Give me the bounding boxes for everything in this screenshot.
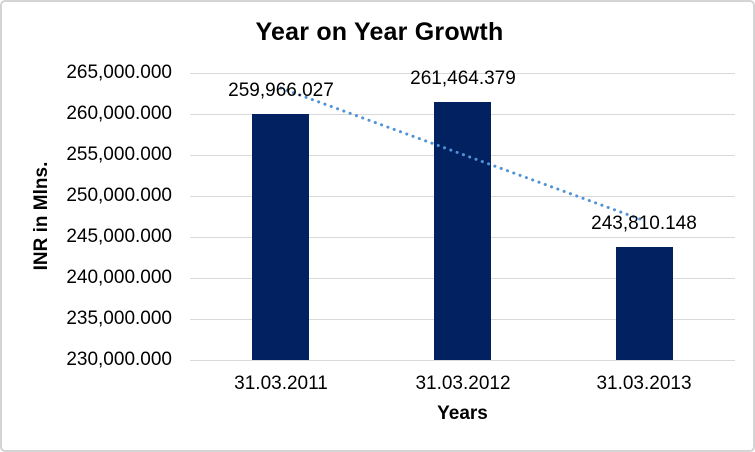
bar bbox=[616, 247, 673, 360]
y-tick-label: 240,000.000 bbox=[66, 267, 172, 288]
data-label: 259,966.027 bbox=[228, 80, 334, 101]
x-tick-label: 31.03.2013 bbox=[596, 373, 692, 394]
y-tick-label: 245,000.000 bbox=[66, 226, 172, 247]
x-tick-label: 31.03.2012 bbox=[415, 373, 511, 394]
y-tick-label: 260,000.000 bbox=[66, 103, 172, 124]
gridline bbox=[190, 360, 735, 361]
y-tick-label: 230,000.000 bbox=[66, 349, 172, 370]
chart-title: Year on Year Growth bbox=[255, 18, 504, 46]
y-tick-label: 265,000.000 bbox=[66, 62, 172, 83]
bar bbox=[252, 114, 309, 360]
y-tick-label: 235,000.000 bbox=[66, 308, 172, 329]
data-label: 261,464.379 bbox=[410, 68, 516, 89]
plot-area: 259,966.027 261,464.379 243,810.148 bbox=[190, 68, 735, 361]
y-axis-title: INR in Mlns. bbox=[31, 161, 52, 271]
data-label: 243,810.148 bbox=[591, 213, 697, 234]
x-axis-title: Years bbox=[437, 403, 488, 424]
y-tick-label: 250,000.000 bbox=[66, 185, 172, 206]
x-tick-label: 31.03.2011 bbox=[234, 373, 328, 394]
y-tick-label: 255,000.000 bbox=[66, 144, 172, 165]
gridline bbox=[190, 73, 735, 74]
trendline bbox=[279, 86, 646, 223]
bar bbox=[434, 102, 491, 360]
